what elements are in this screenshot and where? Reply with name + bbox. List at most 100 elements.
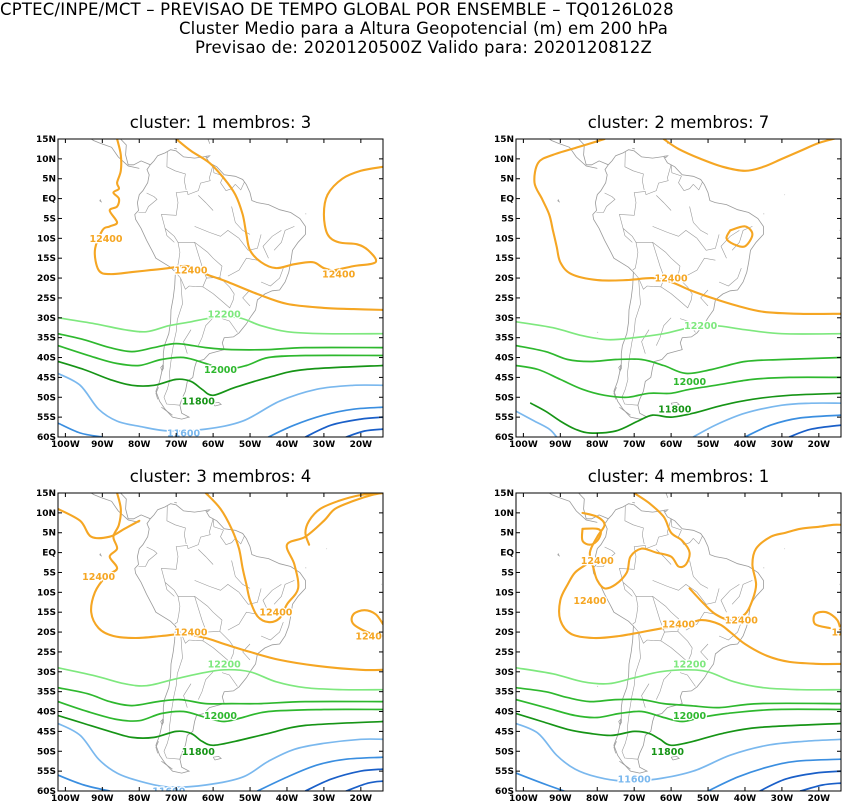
lat-label: 55S [37, 413, 56, 423]
lon-label: 100W [51, 440, 80, 450]
lon-label: 50W [697, 440, 720, 450]
contour-label: 12000 [204, 365, 237, 376]
lat-label: 40S [495, 708, 514, 718]
lat-label: 25S [495, 294, 514, 304]
contour-label: 12400 [581, 556, 614, 567]
contour-label: 12400 [259, 608, 292, 619]
lat-label: 15S [37, 608, 56, 618]
lat-label: 10S [495, 588, 514, 598]
contour-label: 12200 [208, 309, 241, 320]
contour-label: 12200 [673, 659, 706, 670]
lat-label: 55S [495, 413, 514, 423]
lat-label: 5N [42, 175, 56, 185]
map-panel-2: 1240012200120001180015N10N5NEQ5S10S15S20… [480, 139, 845, 457]
contour-label: 12400 [174, 266, 207, 277]
lat-label: 15S [495, 254, 514, 264]
lat-label: 20S [495, 274, 514, 284]
lat-label: 5S [43, 568, 56, 578]
lat-label: 25S [495, 648, 514, 658]
figure-header: CPTEC/INPE/MCT – PREVISAO DE TEMPO GLOBA… [0, 0, 847, 57]
lat-label: 40S [495, 354, 514, 364]
lat-label: 15N [494, 135, 514, 145]
lat-label: 5N [42, 529, 56, 539]
contour-label: 11800 [182, 747, 215, 758]
lat-label: 40S [37, 708, 56, 718]
lat-label: 40S [37, 354, 56, 364]
lat-label: 50S [495, 393, 514, 403]
header-line-2: Cluster Medio para a Altura Geopotencial… [0, 19, 847, 38]
lat-label: 45S [495, 727, 514, 737]
lat-label: 55S [495, 767, 514, 777]
lat-label: 50S [37, 747, 56, 757]
lat-label: 5S [501, 214, 514, 224]
lat-label: 20S [37, 274, 56, 284]
lat-label: EQ [500, 549, 514, 559]
lon-label: 40W [276, 440, 299, 450]
contour-label: 1240 [831, 628, 847, 639]
contour-label: 11600 [618, 775, 651, 786]
panel-title-3: cluster: 3 membros: 4 [21, 467, 421, 487]
contour-label: 11800 [658, 405, 691, 416]
contour-label: 12400 [725, 616, 758, 627]
lat-label: 30S [37, 668, 56, 678]
panel-title-4: cluster: 4 membros: 1 [479, 467, 847, 487]
header-line-3: Previsao de: 2020120500Z Valido para: 20… [0, 38, 847, 57]
contour-label: 12400 [89, 234, 122, 245]
lat-label: 15S [495, 608, 514, 618]
contour-label: 11800 [651, 747, 684, 758]
contour-label: 12000 [204, 711, 237, 722]
lat-label: 20S [37, 628, 56, 638]
lat-label: 15N [36, 489, 56, 499]
lat-label: EQ [42, 549, 56, 559]
lat-label: 35S [37, 688, 56, 698]
lat-label: 5N [500, 175, 514, 185]
lon-label: 70W [623, 440, 646, 450]
map-panel-3: 1240012400124001240012200120001180011600… [22, 493, 387, 811]
lon-label: 80W [128, 440, 151, 450]
contour-label: 12400 [82, 572, 115, 583]
lon-label: 70W [165, 440, 188, 450]
lon-label: 30W [313, 440, 336, 450]
lat-label: 15N [36, 135, 56, 145]
lat-label: 35S [37, 334, 56, 344]
lat-label: 15S [37, 254, 56, 264]
contour-label: 12400 [355, 632, 388, 643]
lat-label: 5S [501, 568, 514, 578]
contour-label: 11600 [167, 429, 200, 440]
contour-label: 12000 [673, 377, 706, 388]
contour-label: 12000 [673, 711, 706, 722]
lon-label: 60W [660, 440, 683, 450]
lon-label: 50W [239, 440, 262, 450]
contour-label: 12400 [655, 274, 688, 285]
lat-label: 50S [495, 747, 514, 757]
lat-label: 5N [500, 529, 514, 539]
lat-label: 35S [495, 688, 514, 698]
lat-label: 45S [37, 373, 56, 383]
lon-label: 60W [202, 440, 225, 450]
contour-label: 12400 [573, 596, 606, 607]
lat-label: 30S [37, 314, 56, 324]
contour-label: 12200 [684, 321, 717, 332]
header-line-1: CPTEC/INPE/MCT – PREVISAO DE TEMPO GLOBA… [0, 0, 847, 19]
lat-label: 30S [495, 314, 514, 324]
contour-label: 12400 [322, 270, 355, 281]
lat-label: 10S [37, 588, 56, 598]
lat-label: 25S [37, 294, 56, 304]
lon-label: 20W [350, 440, 373, 450]
lat-label: 10N [494, 155, 514, 165]
lat-label: EQ [42, 195, 56, 205]
lat-label: 45S [37, 727, 56, 737]
lon-label: 90W [91, 440, 114, 450]
contour-label: 12200 [208, 659, 241, 670]
lat-label: 15N [494, 489, 514, 499]
lat-label: 20S [495, 628, 514, 638]
panel-title-2: cluster: 2 membros: 7 [479, 113, 847, 133]
lon-label: 90W [549, 440, 572, 450]
lat-label: 5S [43, 214, 56, 224]
lat-label: 25S [37, 648, 56, 658]
lon-label: 40W [734, 440, 757, 450]
lat-label: 10S [495, 234, 514, 244]
panel-title-1: cluster: 1 membros: 3 [21, 113, 421, 133]
lat-label: 35S [495, 334, 514, 344]
lat-label: 10S [37, 234, 56, 244]
